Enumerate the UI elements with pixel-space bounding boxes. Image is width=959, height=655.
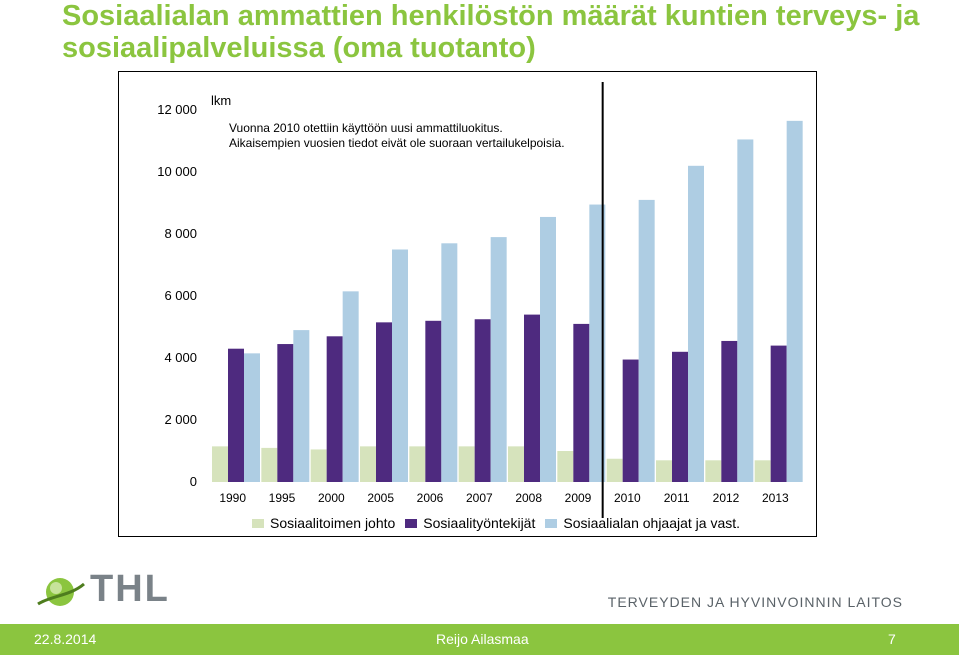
x-tick-label: 2008	[515, 491, 542, 505]
x-tick-label: 2010	[614, 491, 641, 505]
bar-johto-1995	[261, 447, 278, 482]
y-tick-label: 2 000	[164, 412, 197, 427]
bar-tyontekijat-2009	[573, 323, 590, 482]
bar-tyontekijat-2012	[721, 340, 738, 482]
bar-johto-1990	[212, 446, 228, 482]
bar-ohjaajat-2013	[786, 120, 803, 482]
bar-johto-2012	[705, 460, 722, 482]
bar-ohjaajat-2011	[688, 165, 704, 483]
bar-ohjaajat-2008	[540, 216, 556, 482]
x-tick-label: 1995	[269, 491, 296, 505]
bar-ohjaajat-2006	[441, 243, 458, 482]
bar-johto-2013	[754, 460, 771, 482]
legend-swatch-ohjaajat	[545, 518, 558, 528]
bar-tyontekijat-2013	[770, 345, 787, 482]
legend-item-tyontekijat: Sosiaalityöntekijät	[405, 515, 535, 531]
y-tick-label: 0	[189, 474, 197, 489]
bar-ohjaajat-2010	[638, 199, 655, 482]
footer-bar: 22.8.2014 Reijo Ailasmaa 7	[0, 624, 959, 655]
footer-author: Reijo Ailasmaa	[436, 631, 529, 647]
thl-logo-icon	[37, 578, 85, 606]
footer-date: 22.8.2014	[34, 631, 97, 647]
bar-ohjaajat-1990	[244, 353, 260, 482]
bar-ohjaajat-1995	[293, 330, 310, 482]
x-tick-label: 2006	[417, 491, 444, 505]
x-tick-label: 2012	[713, 491, 740, 505]
x-tick-label: 2007	[466, 491, 493, 505]
bar-tyontekijat-1995	[277, 344, 294, 482]
bar-tyontekijat-2005	[376, 322, 392, 482]
bar-tyontekijat-2000	[326, 336, 343, 482]
bar-johto-2009	[557, 451, 574, 482]
x-tick-label: 2000	[318, 491, 345, 505]
y-tick-label: 4 000	[164, 350, 197, 365]
chart-note-line-1: Vuonna 2010 otettiin käyttöön uusi ammat…	[229, 121, 503, 135]
bar-ohjaajat-2009	[589, 204, 606, 483]
bar-tyontekijat-2011	[672, 351, 688, 482]
bar-ohjaajat-2000	[342, 291, 359, 482]
x-tick-label: 2013	[762, 491, 789, 505]
y-axis-label: lkm	[211, 93, 232, 108]
bar-johto-2000	[310, 449, 327, 482]
bar-johto-2006	[409, 446, 426, 482]
legend-swatch-johto	[252, 518, 264, 528]
legend-label-ohjaajat: Sosiaalialan ohjaajat ja vast.	[563, 515, 741, 531]
footer-page-number: 7	[888, 631, 896, 647]
chart-note-line-2: Aikaisempien vuosien tiedot eivät ole su…	[229, 136, 565, 150]
logo-text: THL	[90, 568, 170, 610]
bar-johto-2008	[508, 446, 524, 482]
chart-note: Vuonna 2010 otettiin käyttöön uusi ammat…	[229, 121, 629, 151]
legend-label-johto: Sosiaalitoimen johto	[270, 515, 396, 531]
y-tick-label: 8 000	[164, 226, 197, 241]
legend-swatch-tyontekijat	[405, 518, 418, 528]
bar-johto-2005	[360, 446, 376, 482]
bar-tyontekijat-2007	[474, 319, 491, 482]
y-tick-label: 10 000	[157, 164, 197, 179]
page-title: Sosiaalialan ammattien henkilöstön määrä…	[62, 0, 920, 64]
legend-item-ohjaajat: Sosiaalialan ohjaajat ja vast.	[545, 515, 740, 531]
legend-label-tyontekijat: Sosiaalityöntekijät	[423, 515, 536, 531]
y-tick-label: 12 000	[157, 102, 197, 117]
bar-johto-2010	[606, 458, 623, 482]
bar-tyontekijat-1990	[228, 348, 244, 482]
bar-ohjaajat-2005	[392, 249, 408, 482]
chart-frame	[118, 71, 817, 537]
bar-johto-2007	[458, 446, 475, 482]
bar-johto-2011	[656, 460, 672, 482]
bar-tyontekijat-2008	[524, 314, 540, 482]
organization-name: TERVEYDEN JA HYVINVOINNIN LAITOS	[607, 594, 903, 610]
bar-ohjaajat-2012	[737, 139, 754, 482]
x-tick-label: 2009	[565, 491, 592, 505]
bar-tyontekijat-2010	[622, 359, 639, 482]
bar-tyontekijat-2006	[425, 320, 442, 482]
legend-item-johto: Sosiaalitoimen johto	[252, 515, 395, 531]
x-tick-label: 2005	[367, 491, 394, 505]
y-tick-label: 6 000	[164, 288, 197, 303]
x-tick-label: 2011	[664, 491, 690, 505]
x-tick-label: 1990	[219, 491, 246, 505]
bar-ohjaajat-2007	[490, 237, 507, 482]
chart-legend: Sosiaalitoimen johto Sosiaalityöntekijät…	[252, 514, 750, 532]
